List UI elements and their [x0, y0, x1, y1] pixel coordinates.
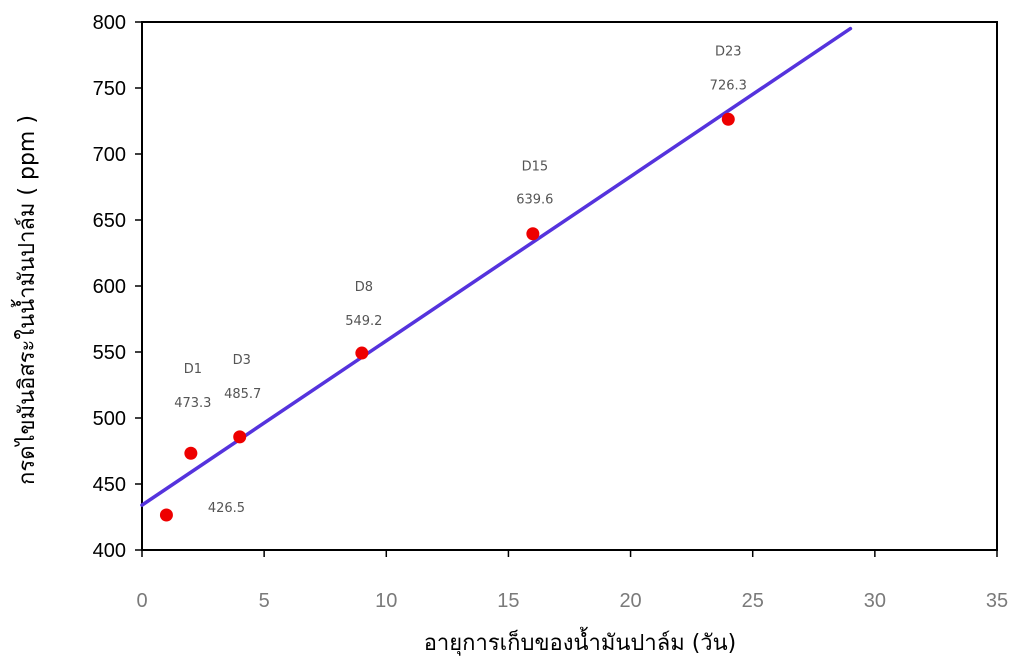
- x-tick-label: 35: [986, 590, 1008, 612]
- x-tick-label: 25: [742, 590, 764, 612]
- y-axis-title: กรดไขมันอิสระในน้ำมันปาล์ม ( ppm ): [11, 115, 40, 485]
- y-tick-label: 600: [93, 276, 126, 298]
- point-label: D1: [184, 362, 202, 377]
- x-axis-ticks: 0 5 10 15 20 25 30 35: [136, 550, 1008, 612]
- y-tick-label: 800: [93, 12, 126, 34]
- data-point: [159, 508, 173, 522]
- x-tick-label: 5: [259, 590, 270, 612]
- point-label: D3: [233, 353, 251, 368]
- data-points: [159, 112, 735, 522]
- y-tick-label: 750: [93, 78, 126, 100]
- point-label: D8: [355, 280, 373, 295]
- trendline: [140, 26, 853, 507]
- data-point: [184, 446, 198, 460]
- point-annotations: 426.5 D1 473.3 D3 485.7 D8 549.2 D15 639.6 D23 726…: [174, 44, 747, 516]
- x-tick-label: 10: [375, 590, 397, 612]
- point-value-label: 473.3: [174, 396, 211, 411]
- point-value-label: 639.6: [516, 193, 553, 208]
- data-point: [721, 112, 735, 126]
- y-tick-label: 450: [93, 474, 126, 496]
- point-value-label: 485.7: [224, 387, 261, 402]
- y-tick-label: 550: [93, 342, 126, 364]
- y-tick-label: 650: [93, 210, 126, 232]
- x-tick-label: 0: [136, 590, 147, 612]
- y-tick-label: 700: [93, 144, 126, 166]
- y-tick-label: 500: [93, 408, 126, 430]
- point-value-label: 426.5: [208, 501, 245, 516]
- data-point: [526, 227, 540, 241]
- point-label: D15: [522, 160, 549, 175]
- point-value-label: 549.2: [345, 314, 382, 329]
- trendline-group: [140, 26, 853, 507]
- point-value-label: 726.3: [710, 78, 747, 93]
- x-tick-label: 15: [497, 590, 519, 612]
- y-axis-ticks: 400 450 500 550 600 650 700 750 800: [93, 12, 142, 562]
- x-tick-label: 20: [619, 590, 641, 612]
- plot-frame: [141, 21, 998, 551]
- x-axis-title: อายุการเก็บของน้ำมันปาล์ม (วัน): [424, 627, 737, 656]
- x-tick-label: 30: [864, 590, 886, 612]
- data-point: [233, 430, 247, 444]
- point-label: D23: [715, 44, 742, 59]
- y-tick-label: 400: [93, 540, 126, 562]
- data-point: [355, 346, 369, 360]
